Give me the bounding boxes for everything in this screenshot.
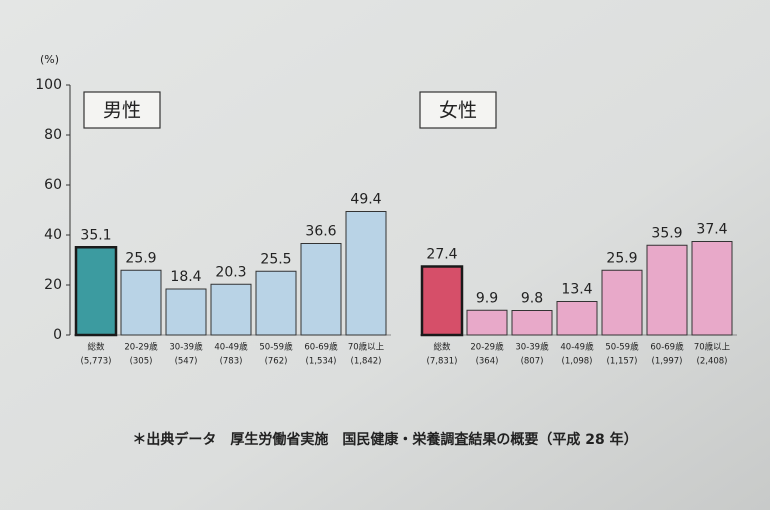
value-label: 35.9 xyxy=(651,225,682,241)
count-label: (2,408) xyxy=(697,357,728,367)
x-tick-label: 総数 xyxy=(87,342,105,353)
count-label: (807) xyxy=(521,357,544,367)
x-tick-label: 60-69歳 xyxy=(304,342,338,353)
value-label: 25.5 xyxy=(260,251,291,267)
value-label: 25.9 xyxy=(125,250,156,266)
value-label: 36.6 xyxy=(305,224,336,240)
count-label: (1,997) xyxy=(652,357,683,367)
x-tick-label: 20-29歳 xyxy=(470,342,504,353)
value-label: 9.8 xyxy=(521,291,543,307)
x-tick-label: 50-59歳 xyxy=(605,342,639,353)
bar xyxy=(255,270,297,336)
bar xyxy=(556,301,598,336)
value-label: 18.4 xyxy=(170,269,201,285)
count-label: (1,098) xyxy=(562,357,593,367)
y-unit: (%) xyxy=(40,53,59,66)
bar xyxy=(420,265,464,337)
value-label: 25.9 xyxy=(606,250,637,266)
footnote: ＊出典データ 厚生労働省実施 国民健康・栄養調査結果の概要（平成 28 年） xyxy=(132,431,637,448)
count-label: (1,157) xyxy=(607,357,638,367)
value-label: 49.4 xyxy=(350,192,381,208)
value-label: 27.4 xyxy=(426,247,457,263)
bar xyxy=(165,288,207,336)
bar xyxy=(120,269,162,336)
x-tick-label: 60-69歳 xyxy=(650,342,684,353)
x-tick-label: 70歳以上 xyxy=(348,342,385,353)
count-label: (762) xyxy=(265,357,288,367)
x-tick-label: 総数 xyxy=(433,342,451,353)
count-label: (1,534) xyxy=(306,357,337,367)
count-label: (783) xyxy=(220,357,243,367)
y-tick-label: 60 xyxy=(44,177,62,193)
bar xyxy=(646,244,688,336)
value-label: 37.4 xyxy=(696,222,727,238)
value-label: 13.4 xyxy=(561,282,592,298)
value-label: 35.1 xyxy=(80,227,111,243)
x-tick-label: 50-59歳 xyxy=(259,342,293,353)
x-tick-label: 40-49歳 xyxy=(560,342,594,353)
bar xyxy=(466,309,508,336)
x-tick-label: 30-39歳 xyxy=(169,342,203,353)
value-label: 20.3 xyxy=(215,264,246,280)
bar xyxy=(345,211,387,336)
value-label: 9.9 xyxy=(476,290,498,306)
count-label: (7,831) xyxy=(427,357,458,367)
count-label: (1,842) xyxy=(351,357,382,367)
bar xyxy=(210,283,252,336)
bar xyxy=(601,269,643,336)
count-label: (305) xyxy=(130,357,153,367)
x-tick-label: 70歳以上 xyxy=(694,342,731,353)
bar xyxy=(511,310,553,336)
x-tick-label: 20-29歳 xyxy=(124,342,158,353)
x-tick-label: 30-39歳 xyxy=(515,342,549,353)
title-box xyxy=(419,91,497,129)
bar xyxy=(74,246,118,337)
title-box xyxy=(83,91,161,129)
y-tick-label: 40 xyxy=(44,227,62,243)
count-label: (5,773) xyxy=(81,357,112,367)
y-tick-label: 20 xyxy=(44,277,62,293)
chart-title: 女性 xyxy=(439,100,477,122)
bar xyxy=(300,243,342,336)
x-tick-label: 40-49歳 xyxy=(214,342,248,353)
count-label: (547) xyxy=(175,357,198,367)
y-tick-label: 0 xyxy=(53,327,62,343)
y-tick-label: 100 xyxy=(35,77,62,93)
count-label: (364) xyxy=(476,357,499,367)
bar xyxy=(691,241,733,336)
chart-title: 男性 xyxy=(103,100,141,122)
y-tick-label: 80 xyxy=(44,127,62,143)
